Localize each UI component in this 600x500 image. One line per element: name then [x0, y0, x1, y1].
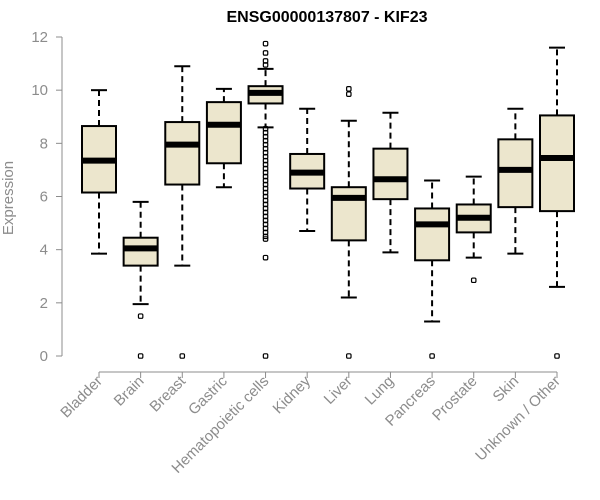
outlier-point	[429, 353, 435, 359]
box	[122, 236, 159, 267]
x-tick-label: Skin	[490, 373, 523, 406]
box-group	[205, 87, 242, 189]
y-tick-label: 4	[40, 242, 48, 259]
y-tick-label: 12	[31, 29, 48, 46]
box-group	[497, 107, 534, 255]
outlier-point	[137, 313, 144, 319]
y-axis-label: Expression	[0, 161, 17, 235]
box-group	[247, 40, 284, 359]
outlier-point	[262, 233, 269, 240]
outlier-point	[262, 40, 269, 47]
box	[205, 101, 242, 165]
outlier-point	[346, 91, 352, 97]
box	[414, 207, 451, 262]
box	[164, 121, 201, 186]
box-group	[414, 179, 451, 359]
box	[539, 114, 575, 213]
box-group	[330, 86, 367, 359]
y-tick-label: 8	[40, 135, 48, 152]
box-group	[289, 107, 326, 233]
outlier-point	[262, 254, 269, 261]
outlier-point	[179, 353, 186, 359]
outlier-point	[346, 86, 352, 92]
x-tick-label: Lung	[362, 373, 398, 409]
y-tick-label: 10	[31, 82, 48, 99]
x-tick-label: Prostate	[429, 373, 481, 425]
x-tick-label: Bladder	[57, 373, 106, 422]
outlier-point	[262, 50, 269, 56]
outlier-point	[262, 236, 269, 242]
box-group	[164, 65, 201, 359]
outlier-point	[470, 277, 477, 284]
x-tick-label: Kidney	[270, 372, 315, 417]
y-tick-label: 0	[40, 348, 48, 365]
box-group	[455, 175, 492, 284]
outlier-point	[137, 353, 144, 359]
y-tick-label: 6	[40, 189, 48, 206]
box-group	[81, 89, 117, 255]
box-group	[122, 200, 159, 359]
x-tick-label: Liver	[321, 373, 356, 408]
axes: 0 2 4 6 8 10 12	[31, 29, 558, 378]
x-tick-label: Breast	[146, 372, 189, 415]
boxes	[81, 40, 575, 359]
outlier-point	[262, 353, 269, 359]
box-group	[539, 46, 575, 359]
outlier-point	[346, 353, 352, 359]
chart-title: ENSG00000137807 - KIF23	[226, 9, 427, 26]
outlier-point	[554, 353, 560, 359]
y-tick-label: 2	[40, 295, 48, 312]
outlier-point	[262, 62, 269, 68]
box	[497, 138, 534, 209]
box	[372, 147, 409, 201]
x-tick-label: Brain	[111, 373, 148, 410]
box-group	[372, 111, 409, 254]
